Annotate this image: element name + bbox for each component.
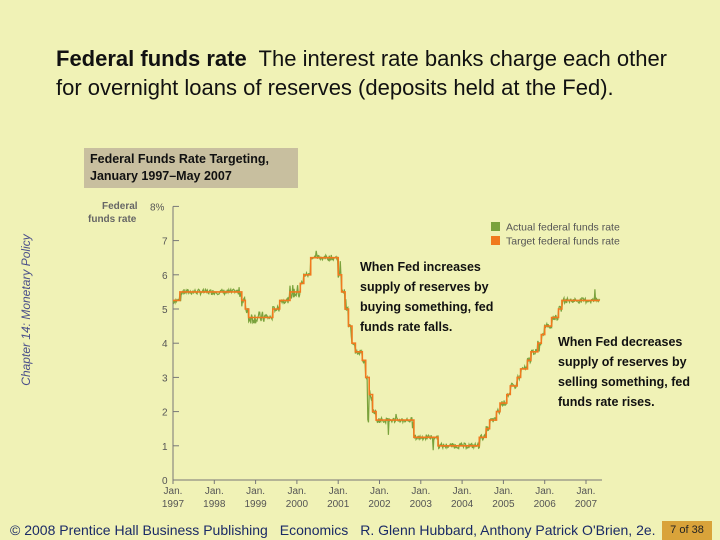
x-tick-month-2: Jan. — [246, 486, 265, 497]
title-definition: The interest rate banks charge each othe… — [56, 46, 668, 100]
title-term: Federal funds rate — [56, 46, 247, 71]
x-tick-month-5: Jan. — [370, 486, 389, 497]
x-tick-month-6: Jan. — [411, 486, 430, 497]
footer-copyright: © 2008 Prentice Hall Business Publishing — [10, 522, 268, 538]
footer-authors: R. Glenn Hubbard, Anthony Patrick O'Brie… — [360, 522, 656, 538]
x-tick-year-8: 2005 — [492, 499, 515, 510]
x-tick-year-5: 2002 — [368, 499, 391, 510]
x-tick-year-2: 1999 — [244, 499, 267, 510]
x-tick-month-4: Jan. — [329, 486, 348, 497]
annotation-increase: When Fed increases supply of reserves by… — [360, 260, 494, 334]
slide-title: Federal funds rate The interest rate ban… — [56, 44, 696, 102]
x-tick-month-0: Jan. — [164, 486, 183, 497]
legend-label-0: Actual federal funds rate — [506, 222, 620, 234]
y-tick-label-2: 2 — [162, 408, 168, 419]
x-tick-month-9: Jan. — [535, 486, 554, 497]
y-axis-label-line2: funds rate — [88, 214, 137, 225]
series-target-line — [173, 256, 600, 447]
x-tick-year-6: 2003 — [410, 499, 433, 510]
annotation-decrease: When Fed decreases supply of reserves by… — [558, 335, 690, 409]
x-tick-year-10: 2007 — [575, 499, 598, 510]
y-tick-label-5: 5 — [162, 305, 168, 316]
y-tick-label-3: 3 — [162, 373, 168, 384]
y-tick-label-7: 7 — [162, 237, 168, 248]
x-tick-year-1: 1998 — [203, 499, 226, 510]
y-tick-label-1: 1 — [162, 442, 168, 453]
x-tick-year-0: 1997 — [162, 499, 185, 510]
footer-book: Economics — [279, 522, 349, 538]
x-tick-month-3: Jan. — [287, 486, 306, 497]
legend-swatch-0 — [491, 222, 500, 231]
x-tick-month-1: Jan. — [205, 486, 224, 497]
y-tick-label-6: 6 — [162, 271, 168, 282]
x-tick-year-4: 2001 — [327, 499, 350, 510]
legend-swatch-1 — [491, 236, 500, 245]
x-tick-year-9: 2006 — [534, 499, 557, 510]
x-tick-month-7: Jan. — [453, 486, 472, 497]
y-tick-label-8: 8% — [150, 202, 165, 213]
legend-label-1: Target federal funds rate — [506, 236, 620, 248]
y-axis-label-line1: Federal — [102, 201, 138, 212]
footer: © 2008 Prentice Hall Business Publishing… — [10, 522, 656, 538]
x-tick-year-7: 2004 — [451, 499, 474, 510]
y-tick-label-4: 4 — [162, 339, 168, 350]
x-tick-month-10: Jan. — [577, 486, 596, 497]
x-tick-month-8: Jan. — [494, 486, 513, 497]
y-tick-label-0: 0 — [162, 476, 168, 487]
page-number: 7 of 38 — [662, 521, 712, 540]
chart-title: Federal Funds Rate Targeting, January 19… — [84, 148, 298, 188]
x-tick-year-3: 2000 — [286, 499, 309, 510]
